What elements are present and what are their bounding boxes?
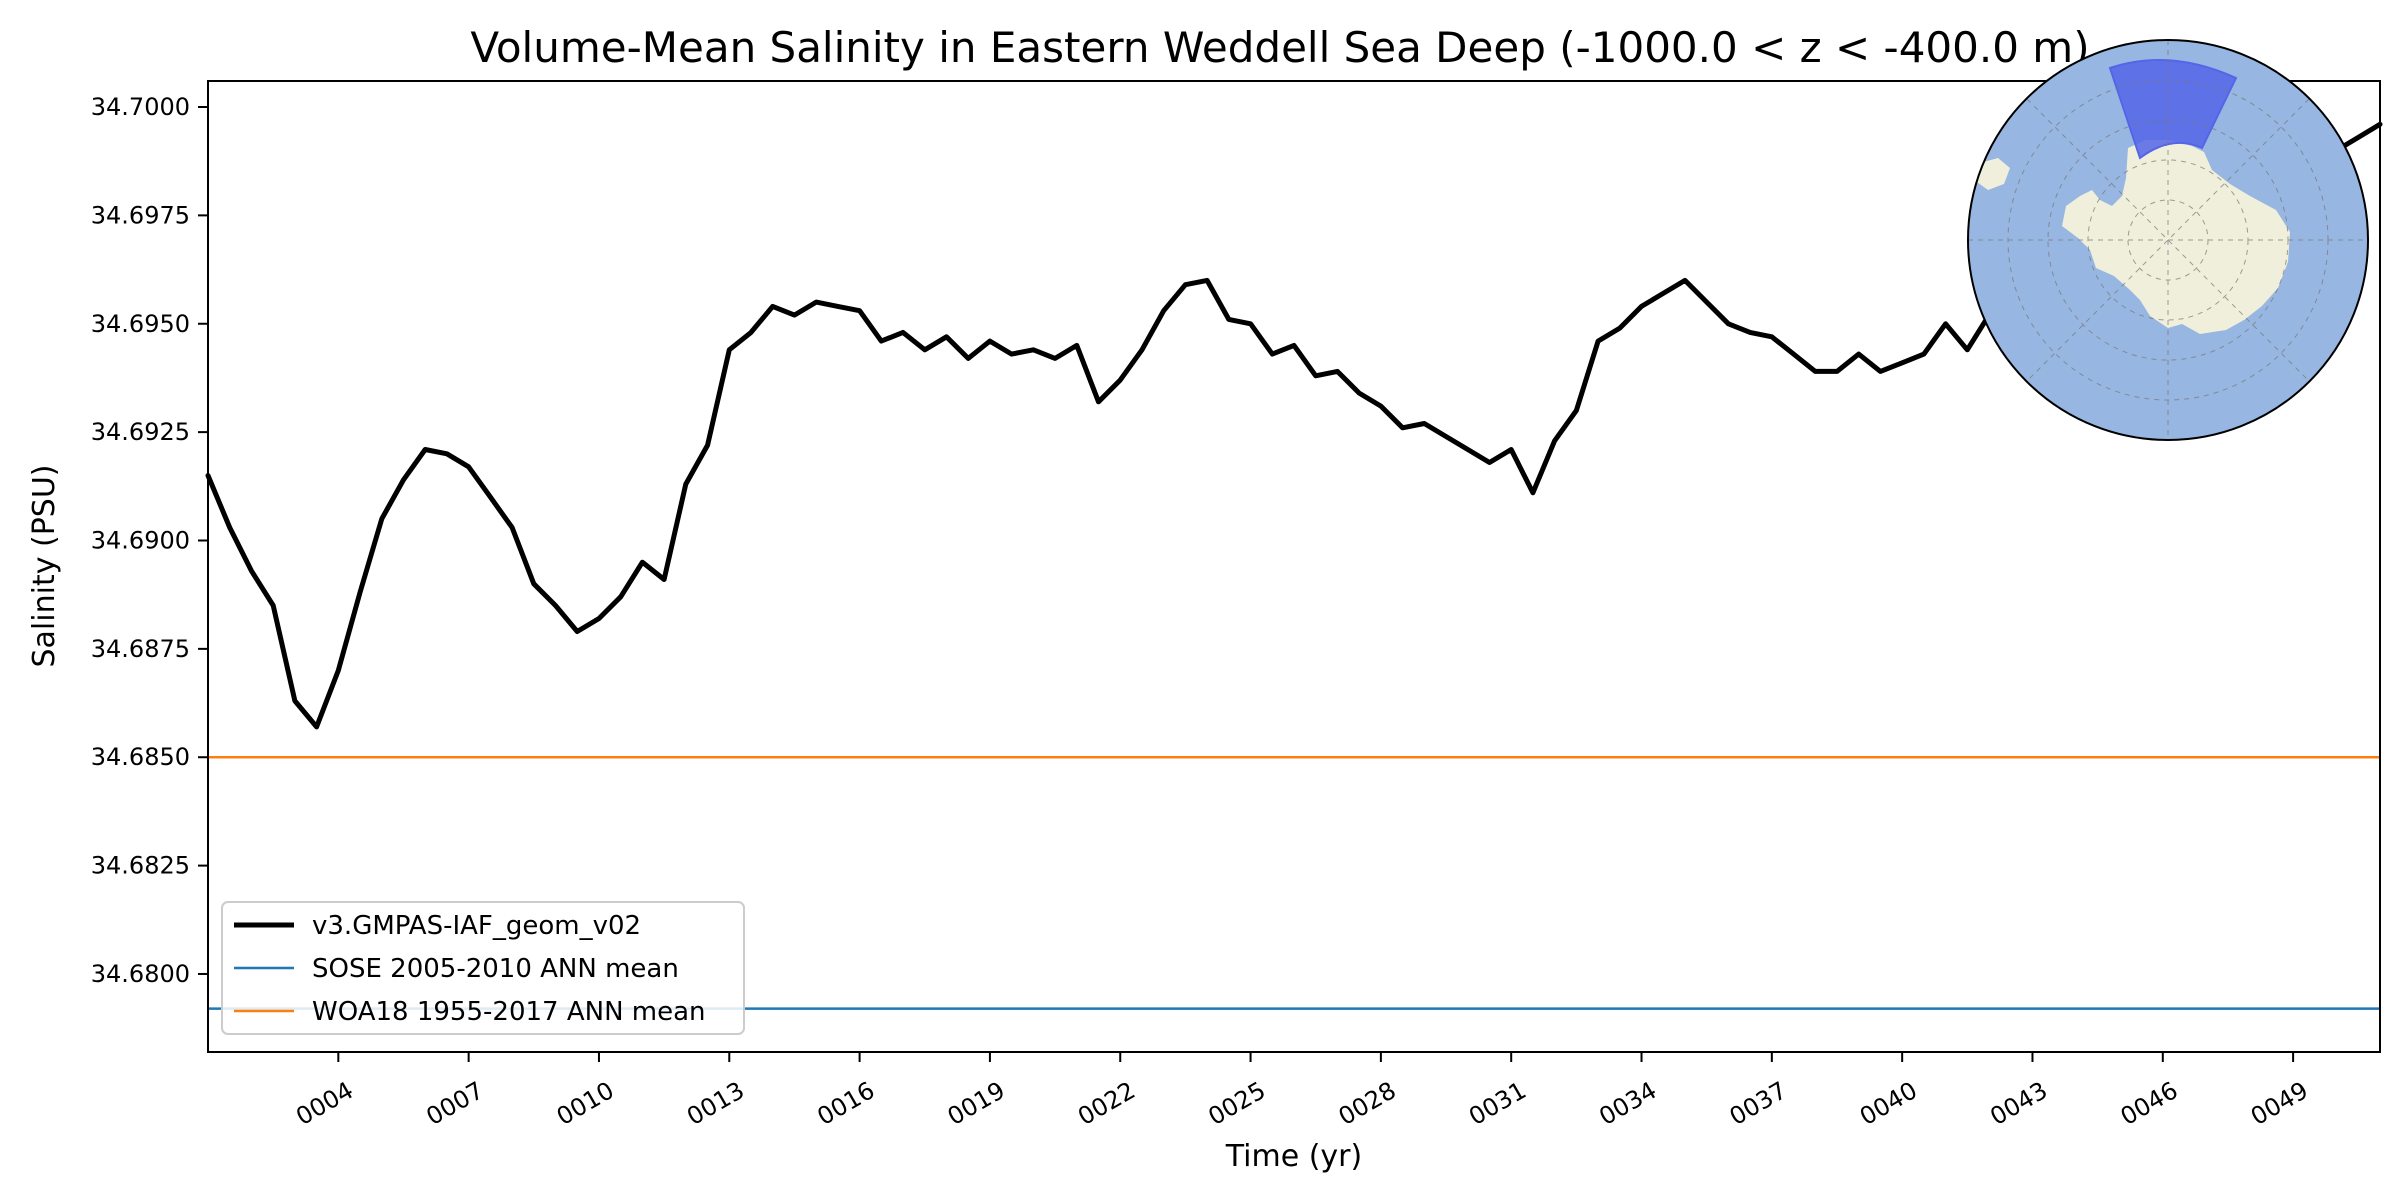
y-tick-label: 34.6825 bbox=[91, 852, 190, 880]
legend: v3.GMPAS-IAF_geom_v02 SOSE 2005-2010 ANN… bbox=[221, 901, 745, 1035]
legend-box bbox=[221, 901, 745, 1035]
legend-label-sose: SOSE 2005-2010 ANN mean bbox=[312, 954, 679, 984]
antarctica-landmass bbox=[2062, 140, 2290, 334]
legend-label-woa18: WOA18 1955-2017 ANN mean bbox=[312, 997, 706, 1027]
legend-label-model: v3.GMPAS-IAF_geom_v02 bbox=[312, 911, 641, 941]
x-axis-label: Time (yr) bbox=[1225, 1139, 1362, 1174]
y-tick-label: 34.7000 bbox=[91, 93, 190, 121]
graticule bbox=[1968, 40, 2368, 440]
y-axis-ticks: 34.6800 34.6825 34.6850 34.6875 34.6900 34.69… bbox=[91, 93, 208, 988]
chart-title: Volume-Mean Salinity in Eastern Weddell … bbox=[470, 23, 2089, 72]
y-tick-label: 34.6900 bbox=[91, 526, 190, 554]
axes-frame bbox=[207, 80, 2381, 1053]
y-tick-label: 34.6875 bbox=[91, 635, 190, 663]
inset-antarctic-map bbox=[1967, 39, 2369, 441]
y-tick-label: 34.6800 bbox=[91, 960, 190, 988]
y-tick-label: 34.6850 bbox=[91, 743, 190, 771]
y-tick-label: 34.6925 bbox=[91, 418, 190, 446]
y-axis-label: Salinity (PSU) bbox=[27, 465, 62, 668]
y-tick-label: 34.6950 bbox=[91, 310, 190, 338]
y-tick-label: 34.6975 bbox=[91, 201, 190, 229]
inset-frame bbox=[1967, 39, 2369, 441]
